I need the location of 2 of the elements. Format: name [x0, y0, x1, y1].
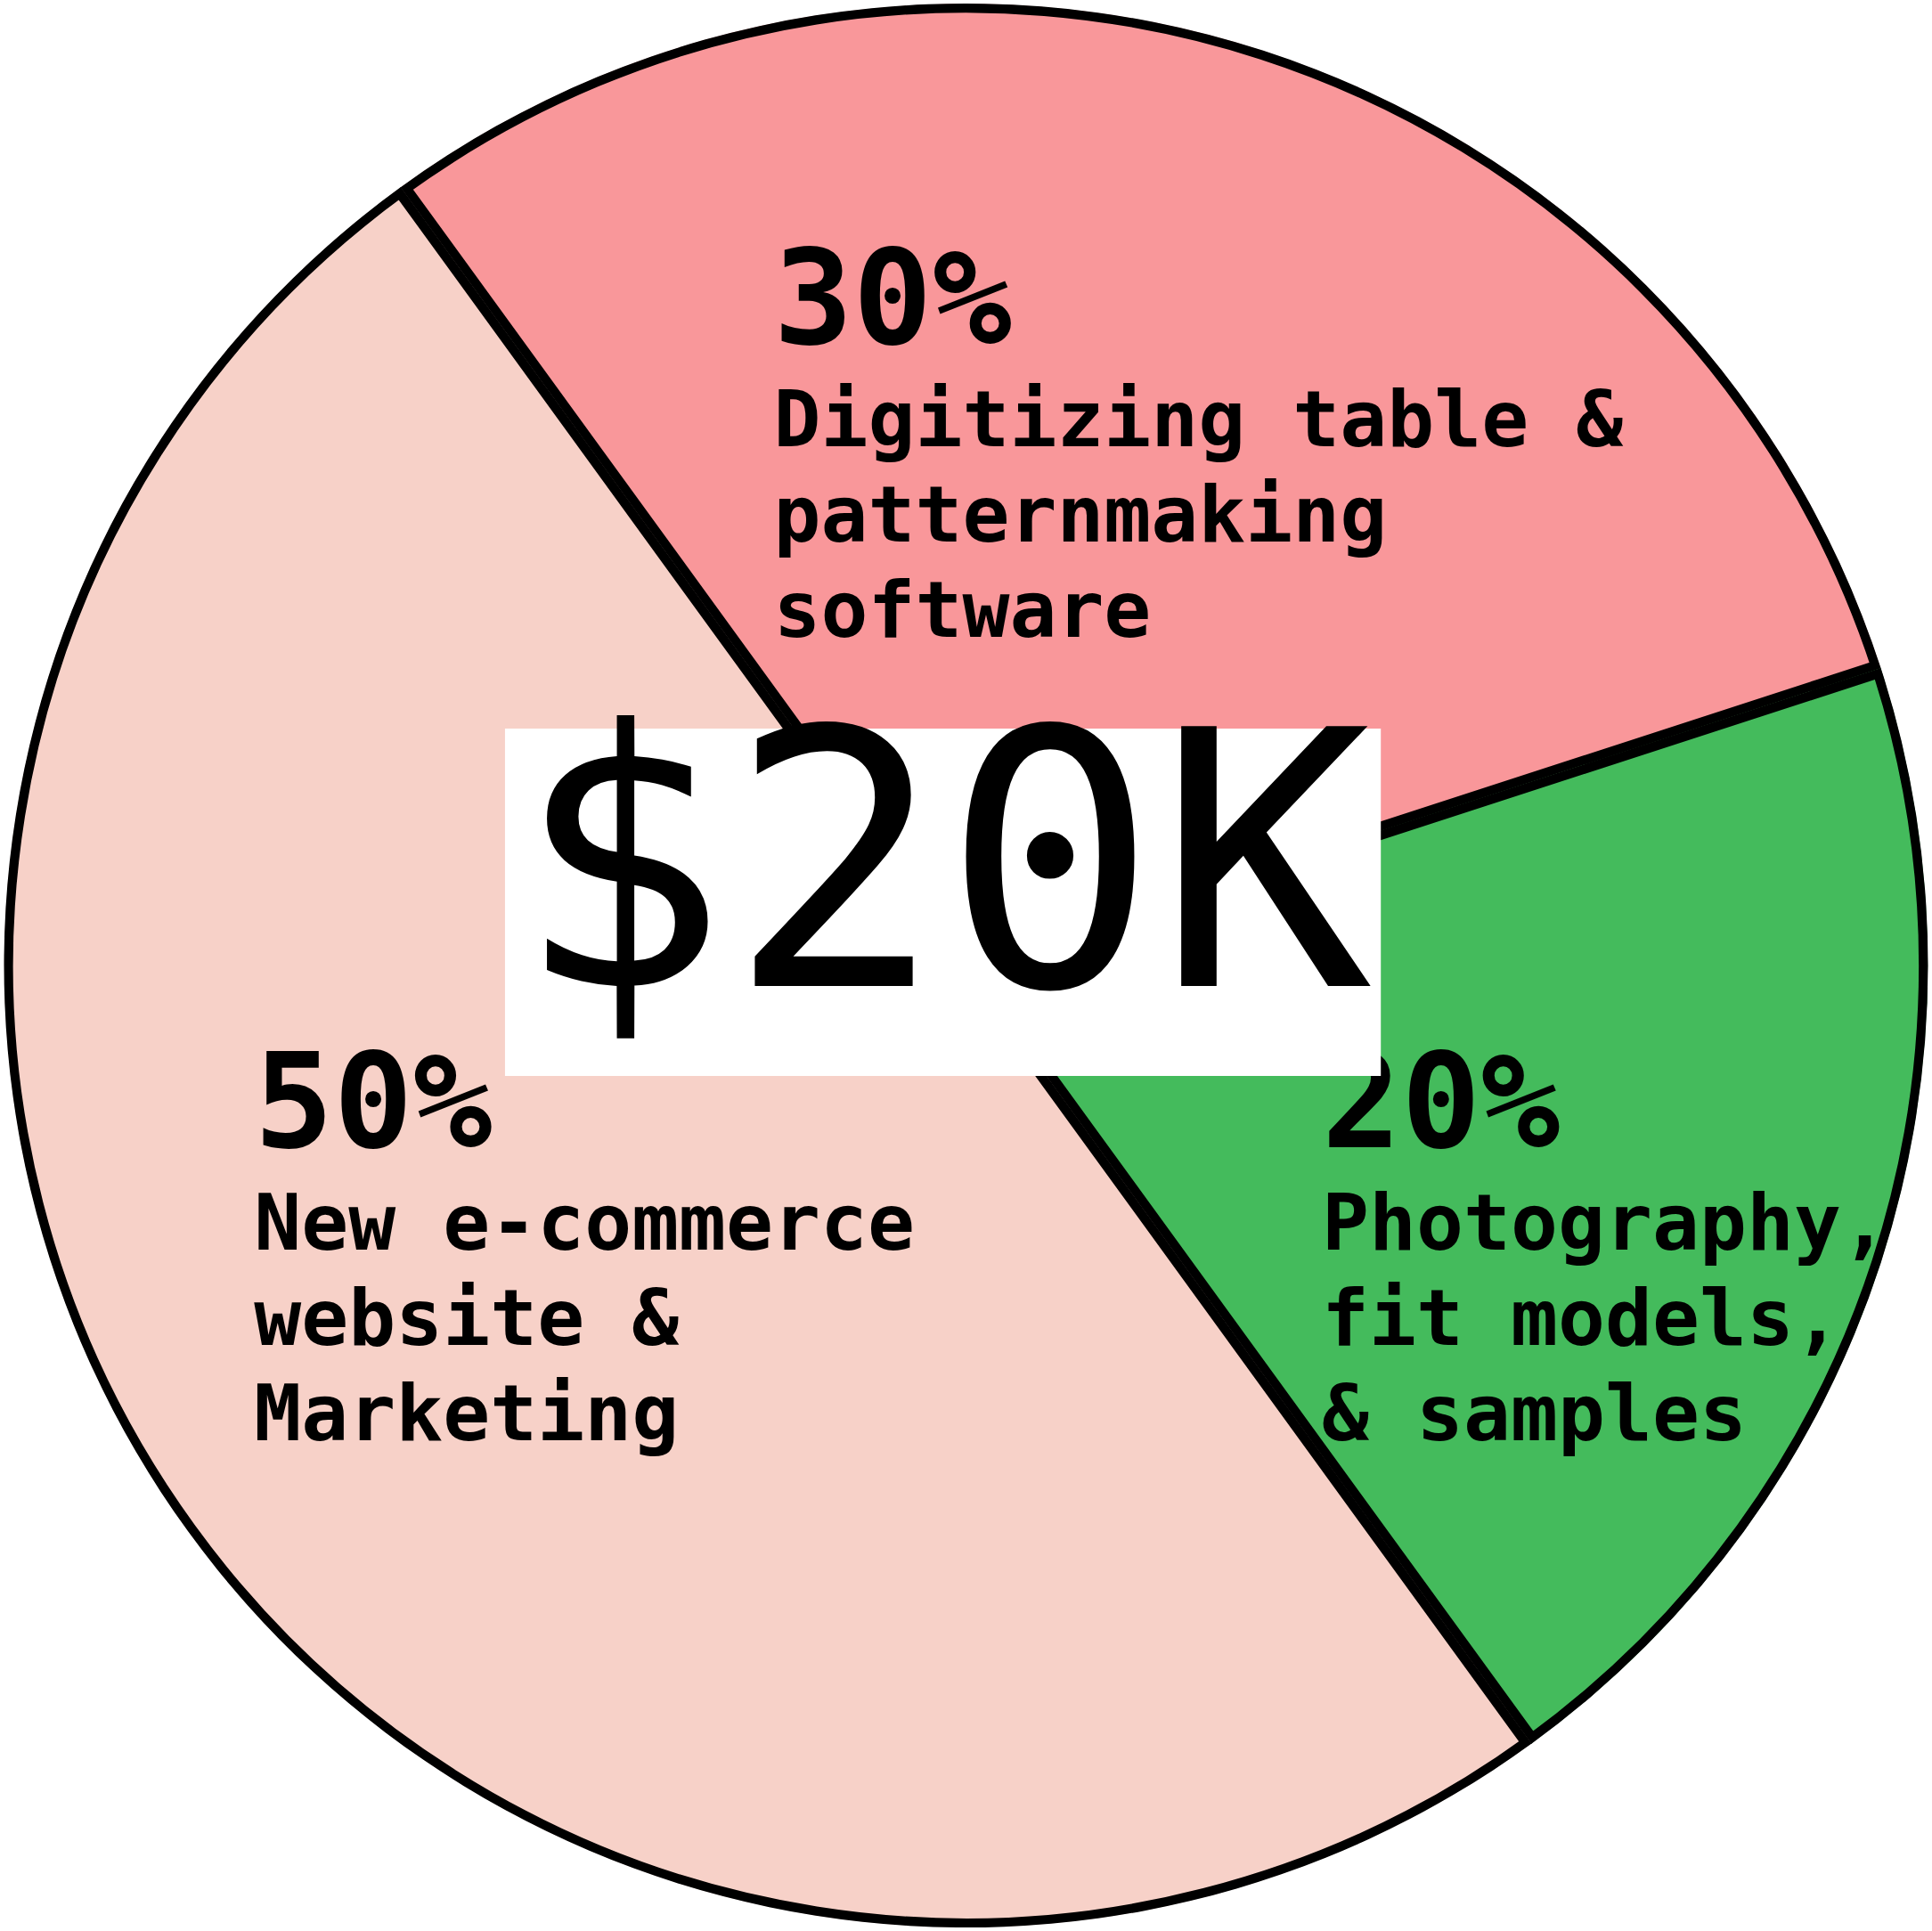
- slice-label: Photography, fit models, & samples: [1322, 1176, 1888, 1459]
- text: $20K: [513, 655, 1375, 1070]
